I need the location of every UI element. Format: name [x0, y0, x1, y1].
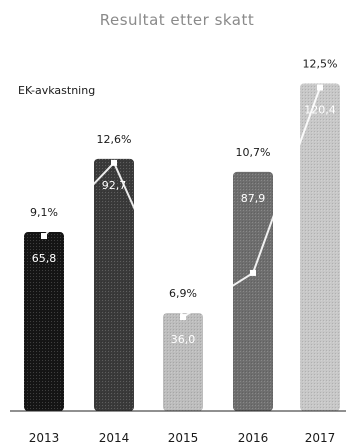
x-tick-label-2014: 2014 — [99, 431, 130, 445]
bars-layer — [24, 83, 340, 412]
bar-texture-2016 — [233, 171, 273, 411]
bar-value-label-2013: 65,8 — [32, 252, 57, 265]
bar-texture-2015 — [163, 313, 203, 411]
line-value-label-2015: 6,9% — [169, 287, 197, 300]
line-layer — [41, 84, 323, 321]
chart-title: Resultat etter skatt — [100, 11, 255, 29]
line-point-2016 — [250, 269, 256, 276]
bar-texture-2017 — [300, 83, 340, 412]
bar-value-label-2015: 36,0 — [171, 333, 196, 346]
legend-label: EK-avkastning — [18, 84, 95, 97]
line-value-label-2016: 10,7% — [236, 146, 271, 159]
line-point-2017 — [317, 84, 323, 91]
bar-texture-2013 — [24, 232, 64, 411]
bar-value-label-2017: 120,4 — [304, 104, 336, 117]
axis-layer: 2013 2014 2015 2016 2017 — [29, 431, 336, 445]
x-tick-label-2016: 2016 — [238, 431, 269, 445]
bar-value-label-2016: 87,9 — [241, 192, 266, 205]
line-series-ek-avkastning — [43, 87, 321, 319]
line-point-2015 — [180, 314, 186, 321]
labels-layer: 65,8 92,7 36,0 87,9 120,4 9,1% 12,6% 6,9% 10,7% 1… — [30, 58, 337, 347]
line-point-2013 — [41, 233, 47, 240]
bar-value-label-2014: 92,7 — [102, 179, 127, 192]
line-value-label-2013: 9,1% — [30, 206, 58, 219]
line-value-label-2017: 12,5% — [303, 58, 338, 71]
bar-texture-2014 — [94, 158, 134, 411]
x-tick-label-2015: 2015 — [168, 431, 199, 445]
line-point-2014 — [111, 159, 117, 166]
x-tick-label-2013: 2013 — [29, 431, 60, 445]
line-value-label-2014: 12,6% — [97, 133, 132, 146]
x-tick-label-2017: 2017 — [305, 431, 336, 445]
